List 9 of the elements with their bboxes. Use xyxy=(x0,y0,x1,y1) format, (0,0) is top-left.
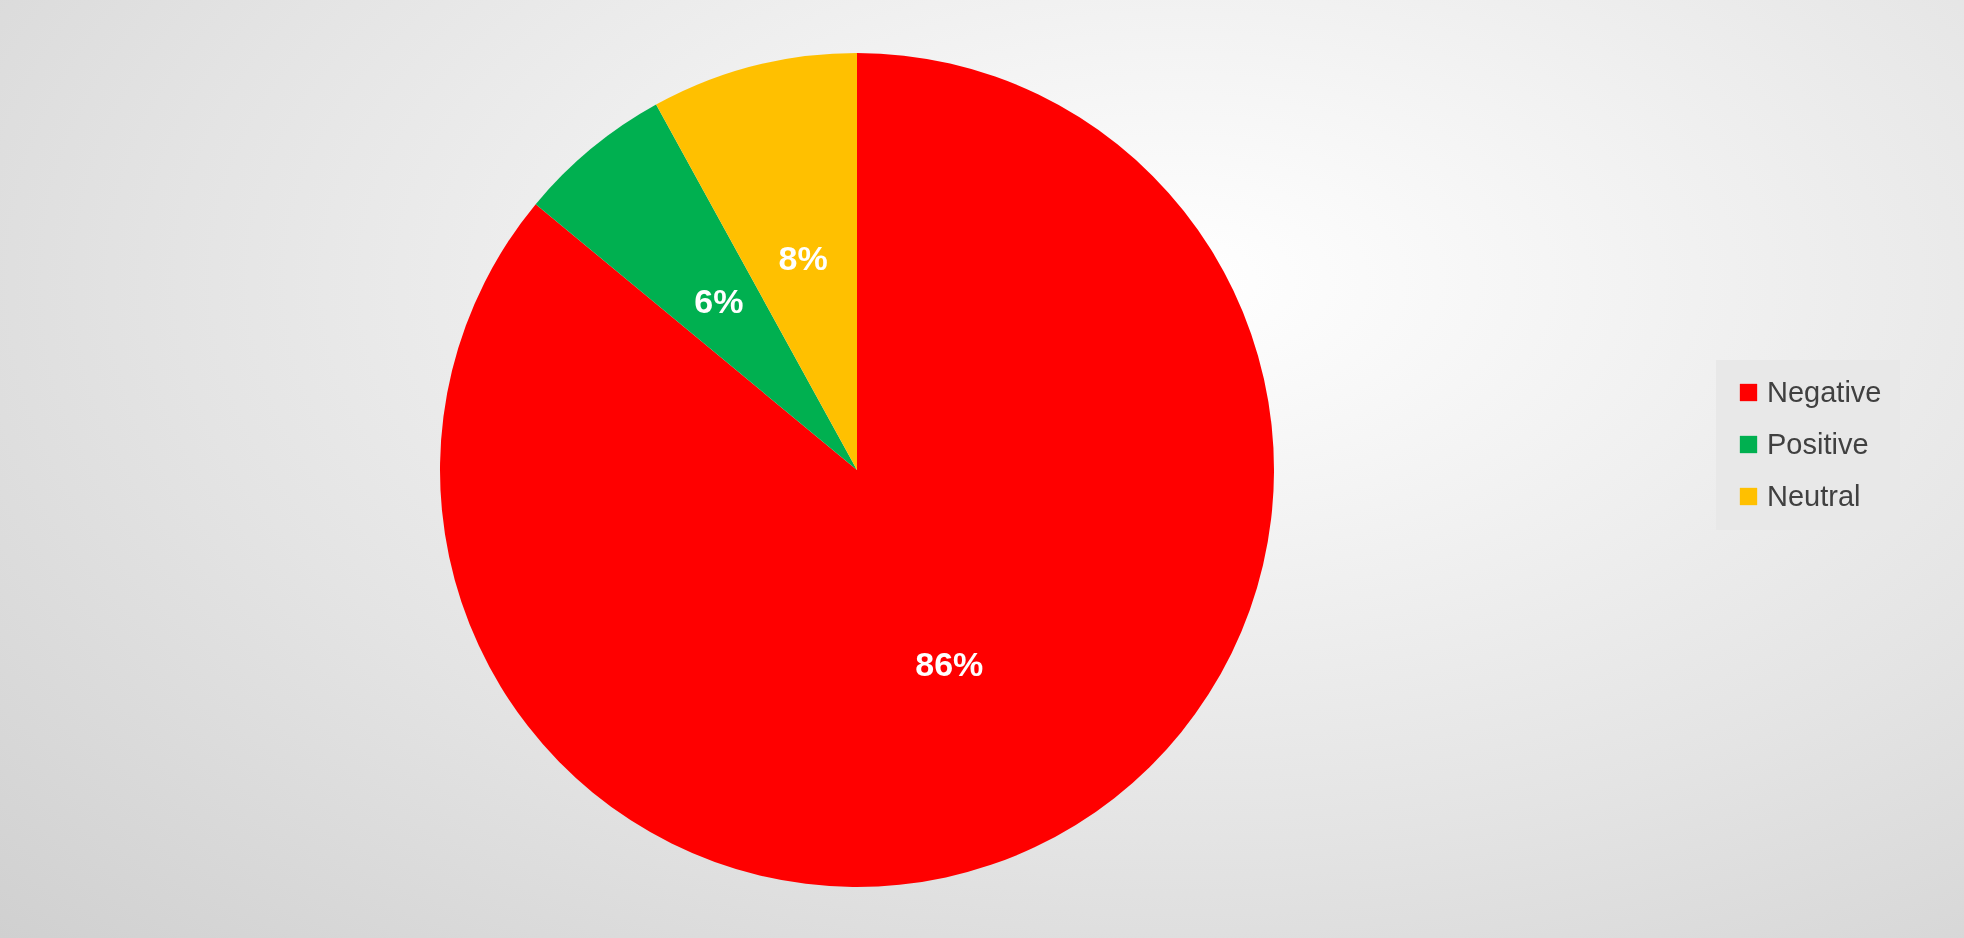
legend-label: Neutral xyxy=(1767,479,1861,512)
data-label: 6% xyxy=(694,281,744,320)
data-label: 86% xyxy=(915,645,984,684)
pie-slice xyxy=(656,53,857,470)
legend-label: Positive xyxy=(1767,427,1869,460)
pie-slice xyxy=(535,104,857,470)
data-label: 8% xyxy=(778,238,828,277)
legend-label: Negative xyxy=(1767,375,1882,408)
pie-slice xyxy=(440,53,1274,887)
